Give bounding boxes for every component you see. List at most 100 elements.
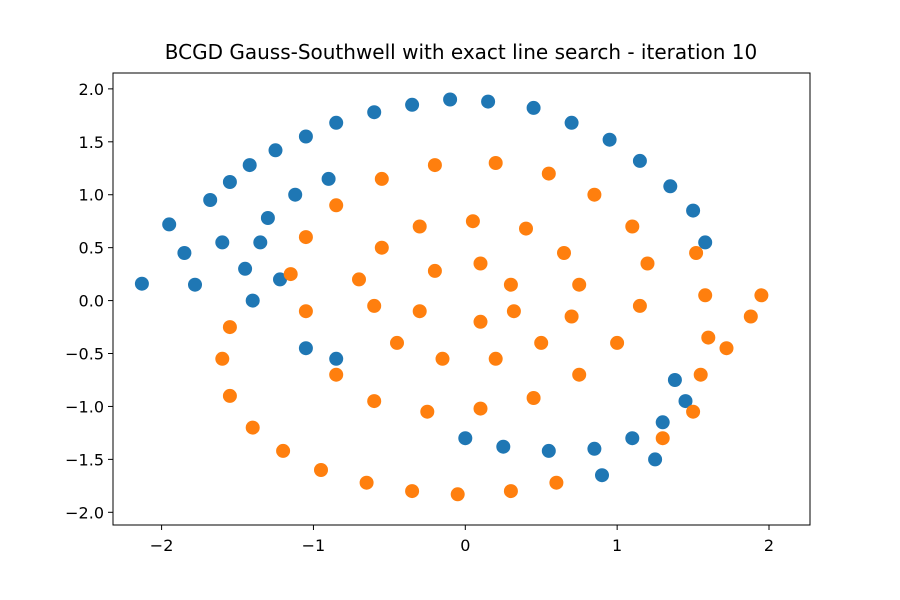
scatter-point <box>405 97 420 112</box>
scatter-point <box>367 394 382 409</box>
scatter-point <box>754 288 769 303</box>
scatter-point <box>443 92 458 107</box>
y-tick-label: −2.0 <box>65 503 104 522</box>
scatter-point <box>188 277 202 292</box>
scatter-point <box>564 309 579 324</box>
scatter-point <box>222 320 237 335</box>
scatter-point <box>686 203 701 218</box>
scatter-point <box>625 431 640 446</box>
scatter-point <box>503 484 518 499</box>
scatter-point <box>352 272 366 287</box>
scatter-point <box>329 351 344 366</box>
scatter-point <box>488 156 503 170</box>
scatter-point <box>743 309 758 324</box>
scatter-point <box>427 158 442 173</box>
scatter-point <box>162 217 177 232</box>
scatter-point <box>321 171 336 186</box>
scatter-point <box>367 105 382 120</box>
scatter-point <box>298 341 313 356</box>
scatter-point <box>288 187 303 202</box>
scatter-point <box>390 335 404 350</box>
scatter-point <box>215 235 230 250</box>
scatter-point <box>329 367 344 382</box>
plot-frame <box>112 72 811 526</box>
scatter-point <box>458 431 473 446</box>
scatter-point <box>253 235 268 250</box>
scatter-point <box>314 463 328 477</box>
scatter-point <box>534 335 549 350</box>
scatter-point <box>473 401 488 416</box>
scatter-point <box>655 415 670 430</box>
y-tick-label: −1.5 <box>65 450 104 469</box>
scatter-point <box>541 443 556 458</box>
scatter-point <box>427 263 442 278</box>
scatter-point <box>663 179 678 194</box>
scatter-point <box>203 193 218 207</box>
scatter-point <box>587 187 602 202</box>
scatter-point <box>473 314 488 329</box>
series-1 <box>215 156 769 502</box>
scatter-point <box>587 441 602 456</box>
scatter-point <box>632 298 647 313</box>
x-axis: −2 −1 0 1 2 <box>150 525 774 555</box>
scatter-point <box>686 404 701 419</box>
scatter-point <box>405 484 420 499</box>
scatter-point <box>719 341 734 356</box>
scatter-point <box>640 256 655 271</box>
scatter-point <box>222 175 237 189</box>
scatter-point <box>632 153 647 168</box>
scatter-point <box>298 304 313 319</box>
scatter-point <box>374 240 389 255</box>
y-tick-label: 1.0 <box>79 186 104 205</box>
scatter-point <box>412 304 427 319</box>
scatter-point <box>698 235 713 250</box>
scatter-point <box>260 211 275 225</box>
scatter-point <box>506 304 521 319</box>
scatter-point <box>367 298 382 313</box>
scatter-point <box>242 158 257 173</box>
scatter-point <box>488 351 503 366</box>
scatter-point <box>412 219 427 234</box>
x-tick-label: 2 <box>764 536 774 555</box>
scatter-point <box>134 276 149 291</box>
scatter-point <box>473 256 488 271</box>
scatter-point <box>526 100 541 115</box>
scatter-point <box>450 487 465 502</box>
y-tick-label: −1.0 <box>65 397 104 416</box>
scatter-point <box>222 388 237 403</box>
scatter-point <box>420 404 435 419</box>
scatter-point <box>564 115 579 130</box>
scatter-point <box>329 115 344 130</box>
scatter-point <box>610 335 625 350</box>
points-layer <box>134 92 769 502</box>
scatter-point <box>276 443 291 458</box>
scatter-point <box>667 373 682 387</box>
scatter-point <box>698 288 713 303</box>
scatter-point <box>557 246 571 260</box>
y-tick-label: −0.5 <box>65 345 104 364</box>
scatter-point <box>678 394 693 409</box>
y-tick-label: 2.0 <box>79 80 104 99</box>
scatter-point <box>298 230 313 245</box>
x-tick-label: −1 <box>302 536 326 555</box>
scatter-point <box>693 367 708 382</box>
scatter-point <box>595 468 609 483</box>
scatter-point <box>177 246 192 260</box>
y-tick-label: 0.0 <box>79 292 104 311</box>
y-tick-label: 1.5 <box>79 133 104 152</box>
scatter-point <box>701 330 716 345</box>
x-tick-label: 0 <box>460 536 470 555</box>
scatter-point <box>245 420 260 435</box>
scatter-point <box>655 431 670 446</box>
scatter-point <box>541 166 556 181</box>
scatter-point <box>283 267 298 282</box>
scatter-point <box>648 452 663 467</box>
series-0 <box>134 92 713 483</box>
scatter-point <box>215 351 230 366</box>
x-tick-label: −2 <box>150 536 174 555</box>
scatter-point <box>465 214 480 229</box>
scatter-point <box>298 129 313 144</box>
scatter-point <box>572 277 587 292</box>
scatter-point <box>435 351 450 366</box>
